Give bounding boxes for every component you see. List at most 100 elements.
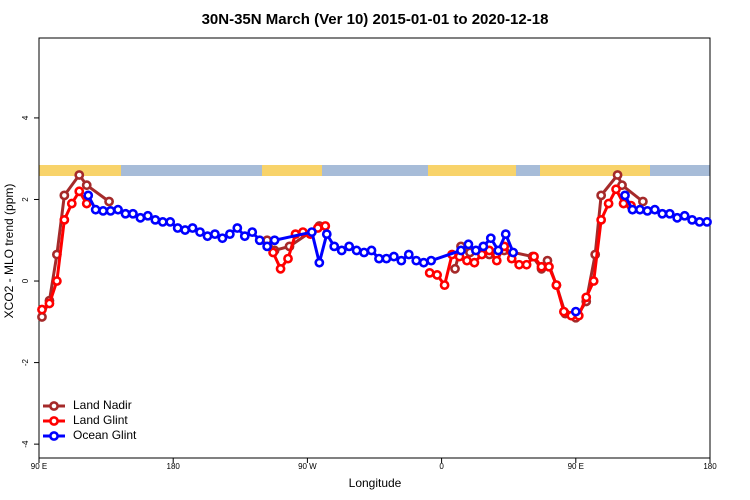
y-tick-label: 4 [21, 115, 30, 120]
point [320, 221, 331, 231]
point [500, 229, 511, 240]
point [411, 255, 422, 266]
point [536, 261, 547, 272]
point [514, 259, 525, 270]
point [83, 190, 94, 201]
point [51, 276, 62, 286]
point [603, 198, 614, 209]
point [59, 214, 70, 225]
point [254, 235, 265, 246]
point [702, 217, 712, 227]
point [66, 198, 77, 209]
point [596, 190, 607, 201]
x-tick-label: 90 W [298, 462, 317, 471]
point [359, 247, 369, 258]
y-tick-label: -4 [21, 440, 30, 448]
point [195, 227, 205, 237]
point [165, 217, 176, 227]
point [44, 298, 55, 309]
point [672, 212, 683, 223]
point [135, 212, 146, 223]
point [180, 225, 191, 235]
point [432, 270, 443, 280]
point [90, 204, 101, 215]
point [618, 198, 629, 209]
point [570, 306, 581, 317]
point [283, 253, 293, 264]
point [388, 251, 399, 262]
point [478, 241, 489, 252]
point [529, 251, 539, 262]
legend-label: Ocean Glint [73, 428, 137, 442]
x-tick-label: 90 E [31, 462, 47, 471]
point [485, 233, 496, 244]
point [657, 208, 668, 219]
point [463, 239, 474, 250]
x-axis-label: Longitude [349, 476, 402, 490]
point [59, 190, 70, 201]
point [462, 255, 472, 266]
legend-marker [49, 431, 59, 441]
point [120, 208, 131, 219]
chart-title: 30N-35N March (Ver 10) 2015-01-01 to 202… [202, 11, 549, 28]
y-tick-label: 0 [21, 278, 30, 283]
point [336, 245, 347, 256]
point [104, 196, 114, 207]
point [113, 204, 123, 215]
point [642, 205, 653, 216]
point [269, 235, 280, 246]
point [262, 241, 273, 252]
point [128, 208, 138, 219]
point [239, 231, 250, 242]
point [544, 261, 554, 272]
point [439, 280, 450, 291]
point [426, 255, 437, 266]
point [493, 245, 504, 256]
point [268, 247, 279, 258]
point [418, 257, 429, 268]
point [202, 231, 213, 242]
point [105, 205, 116, 216]
point [232, 223, 243, 233]
point [74, 186, 85, 197]
point [612, 170, 623, 180]
point [469, 257, 480, 268]
point [649, 204, 660, 215]
point [450, 263, 460, 274]
land-mask-strip [39, 165, 710, 176]
y-tick-label: 2 [21, 197, 30, 202]
point [521, 259, 532, 270]
point [424, 267, 435, 278]
point [581, 292, 592, 303]
point [150, 214, 161, 225]
point [187, 223, 198, 233]
point [456, 245, 466, 256]
point [596, 214, 607, 225]
y-tick-label: -2 [21, 358, 30, 366]
x-tick-label: 180 [703, 462, 717, 471]
point [638, 196, 648, 207]
point [664, 208, 675, 219]
point [172, 223, 183, 233]
point [217, 233, 228, 244]
point [314, 257, 325, 268]
legend-label: Land Nadir [73, 398, 132, 412]
point [210, 229, 220, 240]
x-tick-label: 0 [439, 462, 444, 471]
point [635, 204, 645, 215]
point [81, 198, 92, 209]
point [37, 304, 47, 315]
point [224, 229, 235, 240]
point [344, 241, 355, 252]
point [687, 214, 698, 225]
x-tick-label: 90 E [568, 462, 584, 471]
plot-frame [38, 37, 711, 459]
point [74, 170, 85, 180]
point [620, 190, 630, 201]
point [321, 229, 332, 240]
point [142, 210, 153, 221]
point [381, 253, 392, 264]
series-line [41, 186, 632, 318]
point [351, 245, 362, 256]
